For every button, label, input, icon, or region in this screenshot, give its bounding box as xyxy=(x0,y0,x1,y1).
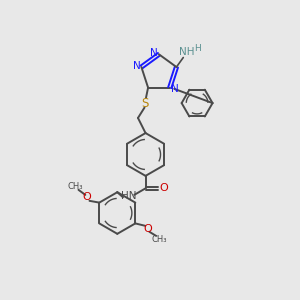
Text: N: N xyxy=(133,61,140,70)
Text: S: S xyxy=(141,97,148,110)
Text: CH₃: CH₃ xyxy=(152,235,167,244)
Text: O: O xyxy=(143,224,152,234)
Text: N: N xyxy=(150,48,158,58)
Text: O: O xyxy=(82,192,91,202)
Text: NH: NH xyxy=(179,47,195,57)
Text: CH₃: CH₃ xyxy=(68,182,83,191)
Text: HN: HN xyxy=(121,191,136,201)
Text: N: N xyxy=(171,83,179,94)
Text: O: O xyxy=(160,183,168,193)
Text: H: H xyxy=(194,44,201,52)
